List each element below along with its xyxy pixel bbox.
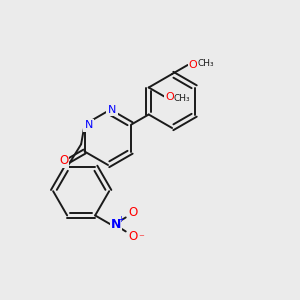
Text: +: + [117, 215, 124, 224]
Text: O: O [128, 206, 137, 219]
Text: N: N [108, 105, 116, 115]
Text: CH₃: CH₃ [174, 94, 190, 103]
Text: O: O [165, 92, 174, 101]
Text: O: O [188, 60, 197, 70]
Text: N: N [84, 121, 93, 130]
Text: ⁻: ⁻ [138, 233, 144, 243]
Text: CH₃: CH₃ [197, 58, 214, 68]
Text: O: O [59, 154, 69, 167]
Text: N: N [110, 218, 121, 231]
Text: O: O [128, 230, 137, 243]
